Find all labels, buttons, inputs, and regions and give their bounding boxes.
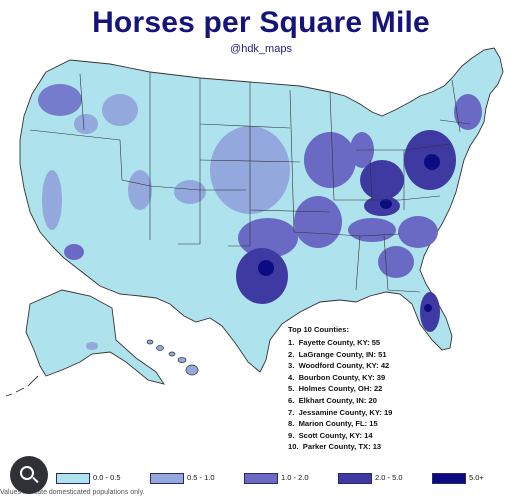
legend-label: 0.0 - 0.5	[93, 473, 121, 482]
list-item: 4. Bourbon County, KY: 39	[288, 372, 386, 382]
list-item: 1. Fayette County, KY: 55	[288, 338, 381, 347]
carolinas-density	[398, 216, 438, 248]
state-borders	[29, 72, 471, 293]
utah-density	[128, 170, 152, 210]
author-handle: @hdk_maps	[230, 43, 292, 55]
dfw-density	[258, 260, 274, 276]
socal-density	[64, 244, 84, 260]
pacific-northwest-density	[38, 84, 82, 116]
aleutian-islands	[5, 375, 39, 397]
legend-label: 1.0 - 2.0	[281, 473, 309, 482]
oklahoma-density	[238, 218, 298, 258]
alaska-density	[86, 342, 98, 350]
california-valley-density	[42, 170, 62, 230]
idaho-density	[102, 94, 138, 126]
legend-swatch	[150, 473, 184, 484]
legend-label: 2.0 - 5.0	[375, 473, 403, 482]
list-item: 6. Elkhart County, IN: 20	[288, 395, 377, 405]
legend-swatch	[338, 473, 372, 484]
footnote: Values indicate domesticated populations…	[0, 489, 145, 496]
new-england-density	[454, 94, 482, 130]
alaska-shape	[25, 289, 166, 385]
missouri-density	[294, 196, 342, 248]
midwest-density	[304, 132, 356, 188]
list-item: 3. Woodford County, KY: 42	[288, 361, 390, 371]
legend-label: 5.0+	[469, 473, 484, 482]
colorado-density	[174, 180, 206, 204]
density-regions	[38, 84, 482, 332]
list-item: 2. LaGrange County, IN: 51	[288, 349, 387, 359]
list-item: 9. Scott County, KY: 14	[288, 430, 373, 440]
indiana-ohio-density	[360, 160, 404, 200]
list-item: 7. Jessamine County, KY: 19	[288, 407, 393, 417]
search-lens-icon[interactable]	[10, 456, 48, 494]
bluegrass-density	[380, 199, 392, 209]
legend-swatch	[56, 473, 90, 484]
list-item: 5. Holmes County, OH: 22	[288, 384, 383, 394]
legend-label: 0.5 - 1.0	[187, 473, 215, 482]
texas-density	[236, 248, 288, 304]
georgia-density	[378, 246, 414, 278]
legend: 0.0 - 0.5 0.5 - 1.0 1.0 - 2.0 2.0 - 5.0 …	[28, 470, 522, 490]
legend-swatch	[244, 473, 278, 484]
pennsylvania-density	[424, 154, 440, 170]
oregon-density	[74, 114, 98, 134]
legend-swatch	[432, 473, 466, 484]
top-counties-heading: Top 10 Counties:	[288, 325, 350, 334]
top-counties-list: 1. Fayette County, KY: 55 2. LaGrange Co…	[288, 337, 488, 453]
map-title: Horses per Square Mile	[92, 6, 430, 39]
list-item: 10. Parker County, TX: 13	[288, 442, 382, 452]
hawaii-shape	[146, 339, 199, 376]
list-item: 8. Marion County, FL: 15	[288, 419, 378, 429]
tennessee-density	[348, 218, 396, 242]
florida-density	[420, 292, 440, 332]
ocala-density	[424, 304, 432, 312]
top-counties-box: Top 10 Counties: 1. Fayette County, KY: …	[288, 325, 488, 453]
